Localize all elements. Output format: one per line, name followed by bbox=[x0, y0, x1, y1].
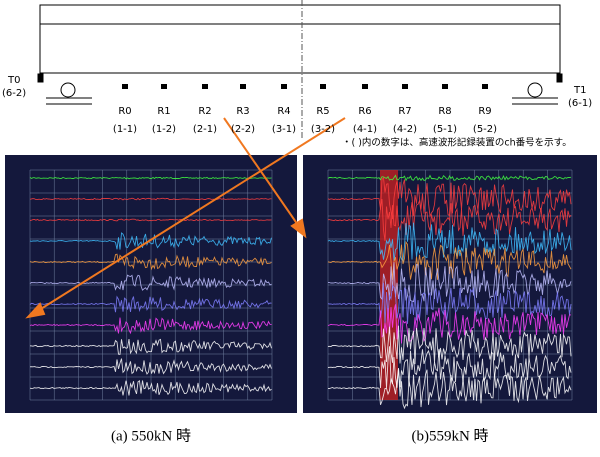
sensor-mark bbox=[240, 84, 246, 89]
sensor-label: R9 bbox=[478, 106, 491, 117]
sensor-mark bbox=[402, 84, 408, 89]
sensor-label: R0 bbox=[118, 106, 131, 117]
waveform bbox=[29, 232, 272, 250]
support-ch: (6-1) bbox=[568, 98, 592, 109]
waveform bbox=[327, 282, 572, 325]
panel-caption: (b)559kN 時 bbox=[411, 427, 488, 444]
sensor-ch: (1-1) bbox=[113, 124, 137, 135]
waveform bbox=[327, 304, 572, 344]
sensor-label: R5 bbox=[316, 106, 329, 117]
waveform bbox=[29, 218, 272, 222]
sensor-label: R8 bbox=[438, 106, 451, 117]
sensor-mark bbox=[281, 84, 287, 89]
waveform bbox=[327, 368, 572, 410]
waveform bbox=[29, 295, 272, 313]
sensor-ch: (3-1) bbox=[272, 124, 296, 135]
waveform bbox=[29, 197, 272, 201]
sensor-ch: (3-2) bbox=[311, 124, 335, 135]
sensor-label: R7 bbox=[398, 106, 411, 117]
sensor-ch: (1-2) bbox=[152, 124, 176, 135]
sensor-mark bbox=[442, 84, 448, 89]
sensor-mark bbox=[161, 84, 167, 89]
note: ・( )内の数字は、高速波形記録装置のch番号を示す。 bbox=[342, 137, 572, 149]
waveform bbox=[29, 176, 272, 180]
sensor-ch: (2-1) bbox=[193, 124, 217, 135]
support-ch: (6-2) bbox=[2, 88, 26, 99]
waveform bbox=[327, 325, 572, 365]
waveform bbox=[327, 240, 572, 280]
sensor-label: R1 bbox=[157, 106, 170, 117]
sensor-ch: (5-1) bbox=[433, 124, 457, 135]
sensor-ch: (4-2) bbox=[393, 124, 417, 135]
waveform bbox=[29, 317, 272, 335]
arrows bbox=[25, 117, 346, 319]
waveform bbox=[327, 174, 572, 182]
waveform bbox=[29, 358, 272, 375]
sensor-mark bbox=[320, 84, 326, 89]
waveform bbox=[327, 346, 572, 389]
waveform bbox=[29, 274, 272, 291]
panel-caption: (a) 550kN 時 bbox=[111, 427, 191, 444]
sensor-ch: (5-2) bbox=[473, 124, 497, 135]
waveform bbox=[29, 338, 272, 355]
sensor-label: R4 bbox=[277, 106, 290, 117]
sensor-label: R6 bbox=[358, 106, 371, 117]
sensor-mark bbox=[202, 84, 208, 89]
waveform bbox=[328, 262, 572, 303]
waveform bbox=[29, 379, 272, 396]
waveform bbox=[29, 253, 272, 271]
waveform bbox=[327, 199, 572, 242]
support-label: T0 bbox=[7, 75, 20, 86]
beam bbox=[37, 0, 563, 140]
support-label: T1 bbox=[573, 85, 586, 96]
sensor-label: R2 bbox=[198, 106, 211, 117]
waveform bbox=[327, 222, 572, 263]
sensor-ch: (2-2) bbox=[231, 124, 255, 135]
sensor-mark bbox=[482, 84, 488, 89]
sensor-ch: (4-1) bbox=[353, 124, 377, 135]
sensor-mark bbox=[122, 84, 128, 89]
sensor-label: R3 bbox=[236, 106, 249, 117]
sensor-mark bbox=[362, 84, 368, 89]
